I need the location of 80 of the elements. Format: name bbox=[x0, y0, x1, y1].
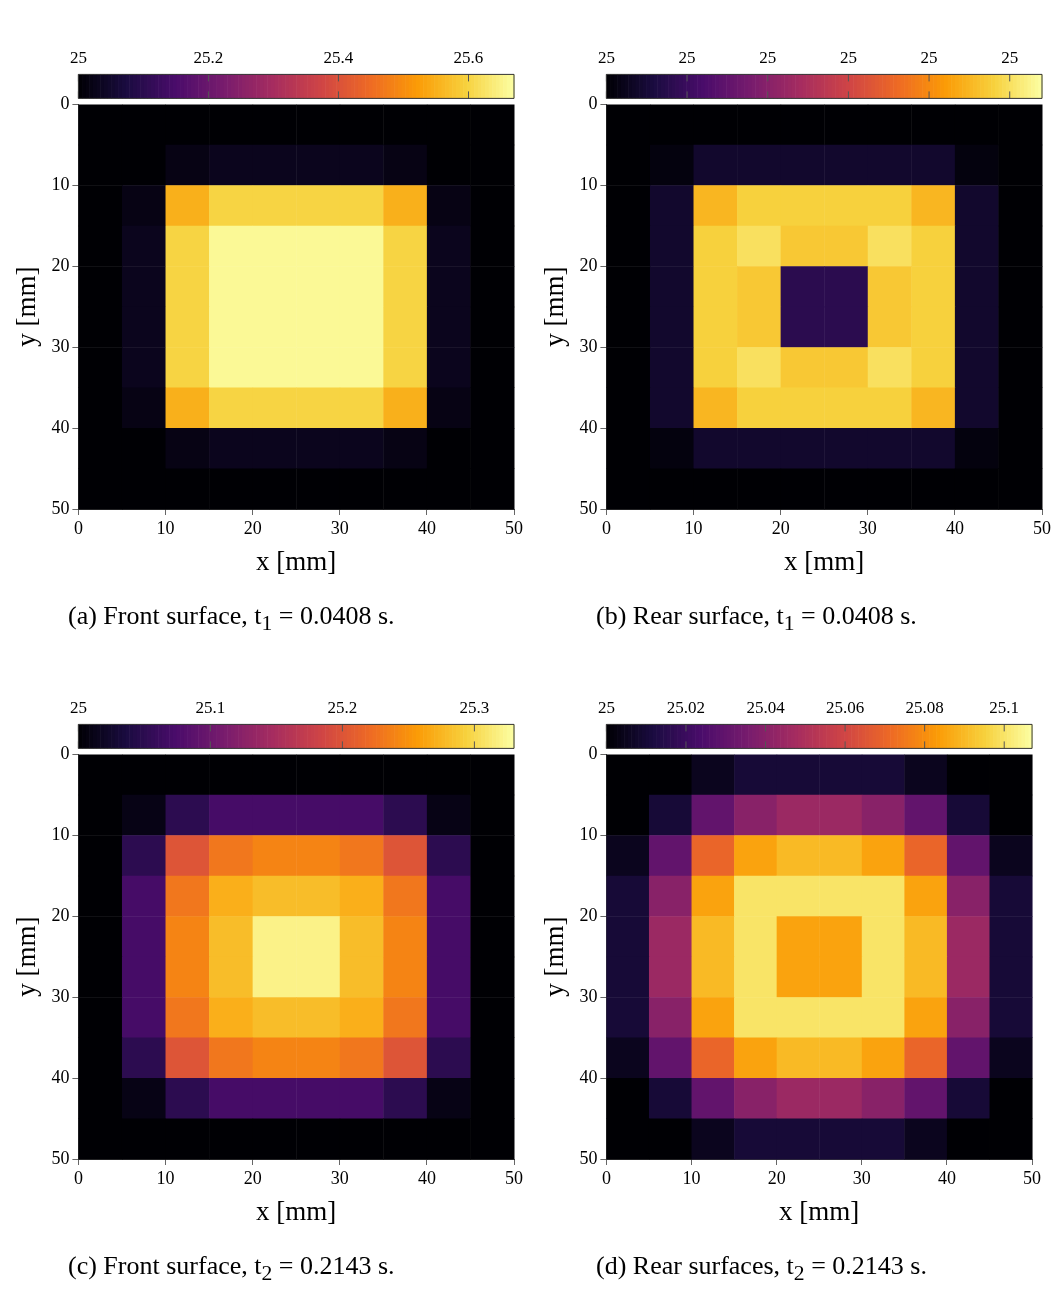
x-tick-label: 40 bbox=[937, 1167, 956, 1188]
y-tick-label: 10 bbox=[579, 174, 598, 195]
y-tick-label: 0 bbox=[588, 93, 598, 114]
y-tick-label: 50 bbox=[579, 1147, 598, 1168]
color-bar-label: 25 bbox=[597, 697, 615, 717]
x-tick-label: 40 bbox=[417, 517, 436, 538]
x-tick-label: 10 bbox=[156, 1167, 175, 1188]
x-axis-title: x [mm] bbox=[779, 1195, 860, 1226]
y-tick-label: 0 bbox=[588, 743, 598, 764]
y-tick-label: 40 bbox=[579, 1066, 598, 1087]
x-axis-title: x [mm] bbox=[784, 545, 865, 576]
y-tick-label: 30 bbox=[579, 335, 598, 356]
y-tick-label: 30 bbox=[51, 985, 70, 1006]
x-axis-title: x [mm] bbox=[256, 1195, 337, 1226]
x-tick-label: 0 bbox=[601, 517, 611, 538]
x-tick-label: 30 bbox=[330, 1167, 349, 1188]
y-tick-label: 30 bbox=[51, 335, 70, 356]
y-axis-title: y [mm] bbox=[539, 916, 570, 997]
y-tick-label: 50 bbox=[51, 497, 70, 518]
x-tick-label: 0 bbox=[601, 1167, 611, 1188]
y-axis-title: y [mm] bbox=[539, 266, 570, 347]
x-tick-label: 50 bbox=[1033, 517, 1051, 538]
color-bar-label: 25.1 bbox=[989, 697, 1020, 717]
y-tick-label: 30 bbox=[579, 985, 598, 1006]
color-bar-label: 25.4 bbox=[323, 47, 354, 67]
x-tick-label: 50 bbox=[505, 517, 523, 538]
color-bar-label: 25.6 bbox=[453, 47, 484, 67]
x-tick-label: 40 bbox=[945, 517, 964, 538]
color-bar-label: 25.3 bbox=[459, 697, 490, 717]
y-axis-title: y [mm] bbox=[11, 916, 42, 997]
y-tick-label: 20 bbox=[579, 904, 598, 925]
x-tick-label: 20 bbox=[243, 517, 262, 538]
y-tick-label: 0 bbox=[60, 93, 70, 114]
text: (b) Rear surface, t$_{1}$ = 0.0408 s. bbox=[595, 601, 918, 637]
x-tick-label: 50 bbox=[1023, 1167, 1042, 1188]
x-tick-label: 10 bbox=[682, 1167, 701, 1188]
x-tick-label: 10 bbox=[684, 517, 703, 538]
x-tick-label: 40 bbox=[417, 1167, 436, 1188]
y-tick-label: 20 bbox=[51, 254, 70, 275]
color-bar-label: 25.02 bbox=[666, 697, 706, 717]
color-bar-label: 25 bbox=[678, 47, 696, 67]
text: (a) Front surface, t$_{1}$ = 0.0408 s. bbox=[67, 601, 396, 637]
y-tick-label: 50 bbox=[579, 497, 598, 518]
color-bar-label: 25 bbox=[759, 47, 777, 67]
y-tick-label: 50 bbox=[51, 1147, 70, 1168]
y-axis-title: y [mm] bbox=[11, 266, 42, 347]
x-tick-label: 20 bbox=[771, 517, 790, 538]
y-tick-label: 20 bbox=[579, 254, 598, 275]
color-bar-label: 25 bbox=[1001, 47, 1019, 67]
color-bar-label: 25.2 bbox=[327, 697, 358, 717]
y-tick-label: 10 bbox=[51, 824, 70, 845]
y-tick-label: 40 bbox=[51, 1066, 70, 1087]
y-tick-label: 10 bbox=[579, 824, 598, 845]
y-tick-label: 40 bbox=[51, 416, 70, 437]
y-tick-label: 40 bbox=[579, 416, 598, 437]
y-tick-label: 20 bbox=[51, 904, 70, 925]
color-bar-label: 25 bbox=[920, 47, 938, 67]
color-bar-label: 25.1 bbox=[195, 697, 226, 717]
color-bar-label: 25 bbox=[69, 697, 87, 717]
color-bar-label: 25 bbox=[69, 47, 87, 67]
x-tick-label: 30 bbox=[852, 1167, 871, 1188]
x-tick-label: 0 bbox=[73, 517, 83, 538]
color-bar-label: 25.06 bbox=[825, 697, 865, 717]
text: (c) Front surface, t$_{2}$ = 0.2143 s. bbox=[67, 1251, 396, 1287]
x-tick-label: 20 bbox=[767, 1167, 786, 1188]
x-tick-label: 20 bbox=[243, 1167, 262, 1188]
color-bar-label: 25.04 bbox=[746, 697, 786, 717]
x-tick-label: 10 bbox=[156, 517, 175, 538]
x-tick-label: 50 bbox=[505, 1167, 523, 1188]
text: (d) Rear surfaces, t$_{2}$ = 0.2143 s. bbox=[595, 1251, 928, 1287]
color-bar-label: 25.2 bbox=[193, 47, 224, 67]
y-tick-label: 0 bbox=[60, 743, 70, 764]
color-bar-label: 25 bbox=[839, 47, 857, 67]
x-tick-label: 30 bbox=[330, 517, 349, 538]
y-tick-label: 10 bbox=[51, 174, 70, 195]
x-axis-title: x [mm] bbox=[256, 545, 337, 576]
x-tick-label: 30 bbox=[858, 517, 877, 538]
color-bar-label: 25 bbox=[597, 47, 615, 67]
color-bar-label: 25.08 bbox=[905, 697, 944, 717]
x-tick-label: 0 bbox=[73, 1167, 83, 1188]
